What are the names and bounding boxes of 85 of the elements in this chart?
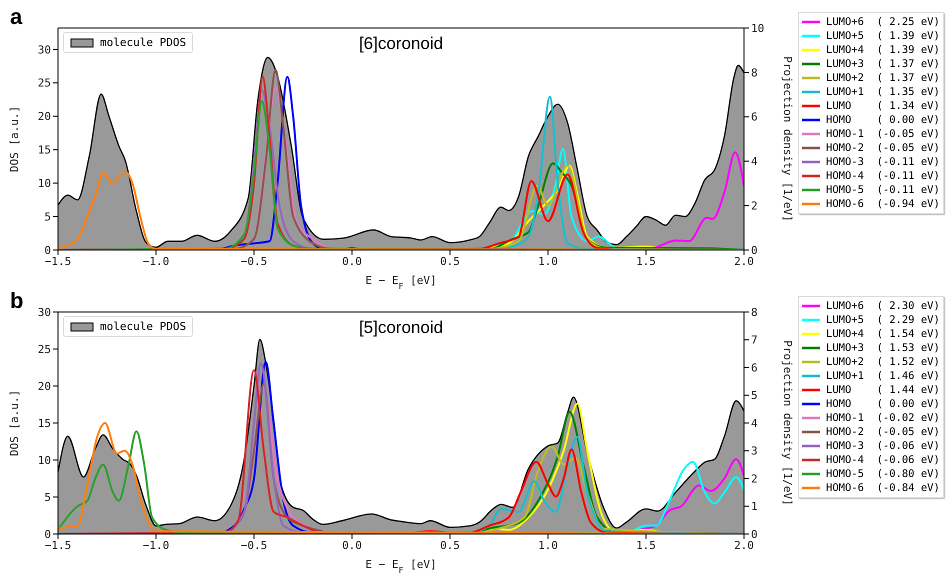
x-axis-title: E − E$_{F}$ [eV] [365, 558, 437, 575]
x-tick-label: −1.0 [142, 254, 170, 268]
x-tick-label: −0.5 [240, 538, 268, 552]
x-tick-label: 1.0 [538, 538, 558, 552]
y2-tick-label: 2 [751, 200, 758, 213]
x-tick-label: −1.0 [142, 538, 170, 552]
y-tick-label: 25 [38, 76, 51, 90]
x-tick-label: 0.0 [342, 538, 362, 552]
y2-tick-label: 6 [751, 361, 758, 374]
legend-label: LUMO+2 ( 1.52 eV) [825, 355, 940, 369]
y-tick-label: 20 [38, 380, 51, 393]
y-axis-title: DOS [a.u.] [8, 106, 21, 172]
y2-tick-label: 0 [751, 244, 758, 257]
y-tick-label: 10 [38, 454, 51, 467]
x-tick-label: 1.0 [538, 254, 558, 268]
legend-label: molecule PDOS [99, 320, 186, 333]
y2-tick-label: 1 [751, 500, 758, 514]
legend-label: LUMO ( 1.44 eV) [825, 383, 940, 397]
x-axis-title: E − E$_{F}$ [eV] [365, 274, 437, 291]
y-tick-label: 25 [38, 342, 51, 356]
y-tick-label: 0 [44, 528, 51, 541]
y2-tick-label: 3 [751, 444, 758, 458]
legend-label: LUMO+4 ( 1.54 eV) [825, 327, 940, 341]
x-tick-label: 2.0 [734, 538, 754, 552]
y-tick-label: 15 [38, 144, 51, 157]
text: a [10, 4, 22, 30]
legend-label: LUMO+1 ( 1.46 eV) [825, 369, 940, 383]
y2-tick-label: 4 [751, 155, 758, 168]
legend-label: LUMO+5 ( 2.29 eV) [825, 313, 940, 327]
legend-label: LUMO+3 ( 1.37 eV) [825, 57, 940, 71]
legend-label: LUMO+1 ( 1.35 eV) [825, 85, 940, 99]
y-axis-title: DOS [a.u.] [8, 390, 21, 456]
legend-label: HOMO-4 (-0.06 eV) [825, 453, 940, 467]
y2-tick-label: 8 [751, 306, 758, 319]
legend-label: LUMO+6 ( 2.30 eV) [825, 299, 940, 313]
y-tick-label: 0 [44, 244, 51, 257]
y-tick-label: 30 [38, 306, 51, 319]
x-tick-label: 0.5 [440, 254, 460, 268]
y-tick-label: 5 [44, 210, 51, 224]
x-tick-label: 0.0 [342, 254, 362, 268]
y2-tick-label: 7 [751, 334, 758, 347]
y2-tick-label: 2 [751, 472, 758, 486]
x-tick-label: 2.0 [734, 254, 754, 268]
y2-axis-title: Projection density [1/eV] [781, 56, 794, 222]
legend-label: HOMO-3 (-0.11 eV) [825, 155, 940, 169]
legend-label: LUMO+3 ( 1.53 eV) [825, 341, 940, 355]
y2-tick-label: 5 [751, 389, 758, 402]
legend-label: HOMO-6 (-0.84 eV) [825, 481, 940, 495]
y2-tick-label: 4 [751, 416, 758, 430]
y2-tick-label: 6 [751, 110, 758, 124]
legend-label: LUMO+5 ( 1.39 eV) [825, 29, 940, 43]
legend-label: HOMO-1 (-0.02 eV) [825, 411, 940, 425]
x-tick-label: −0.5 [240, 254, 268, 268]
legend-label: HOMO-3 (-0.06 eV) [825, 439, 940, 453]
legend-label: HOMO-4 (-0.11 eV) [825, 169, 940, 183]
legend-label: HOMO-2 (-0.05 eV) [825, 141, 940, 155]
y-tick-label: 15 [38, 416, 51, 430]
legend-label: HOMO ( 0.00 eV) [825, 113, 940, 127]
y2-axis-title: Projection density [1/eV] [781, 340, 794, 506]
legend-label: HOMO-5 (-0.80 eV) [825, 467, 940, 481]
legend-label: LUMO+2 ( 1.37 eV) [825, 71, 940, 85]
legend-label: HOMO-6 (-0.94 eV) [825, 197, 940, 211]
legend-label: LUMO+6 ( 2.25 eV) [825, 15, 940, 29]
y-tick-label: 5 [44, 490, 51, 504]
legend-label: HOMO-5 (-0.11 eV) [825, 183, 940, 197]
y-tick-label: 30 [38, 43, 51, 56]
legend-label: HOMO-1 (-0.05 eV) [825, 127, 940, 141]
y-tick-label: 20 [38, 110, 51, 124]
y2-tick-label: 10 [751, 22, 764, 35]
x-tick-label: −1.5 [44, 538, 72, 552]
chart-title: [5]coronoid [358, 318, 444, 337]
y2-tick-label: 8 [751, 66, 758, 80]
legend-label: HOMO-2 (-0.05 eV) [825, 425, 940, 439]
x-tick-label: 0.5 [440, 538, 460, 552]
x-tick-label: 1.5 [636, 538, 656, 552]
x-tick-label: 1.5 [636, 254, 656, 268]
x-tick-label: −1.5 [44, 254, 72, 268]
chart-title: [6]coronoid [358, 34, 444, 53]
y-tick-label: 10 [38, 177, 51, 190]
legend-label: LUMO+4 ( 1.39 eV) [825, 43, 940, 57]
legend-label: molecule PDOS [99, 36, 186, 49]
legend-label: LUMO ( 1.34 eV) [825, 99, 940, 113]
legend-label: HOMO ( 0.00 eV) [825, 397, 940, 411]
y2-tick-label: 0 [751, 528, 758, 541]
text: b [10, 288, 24, 314]
